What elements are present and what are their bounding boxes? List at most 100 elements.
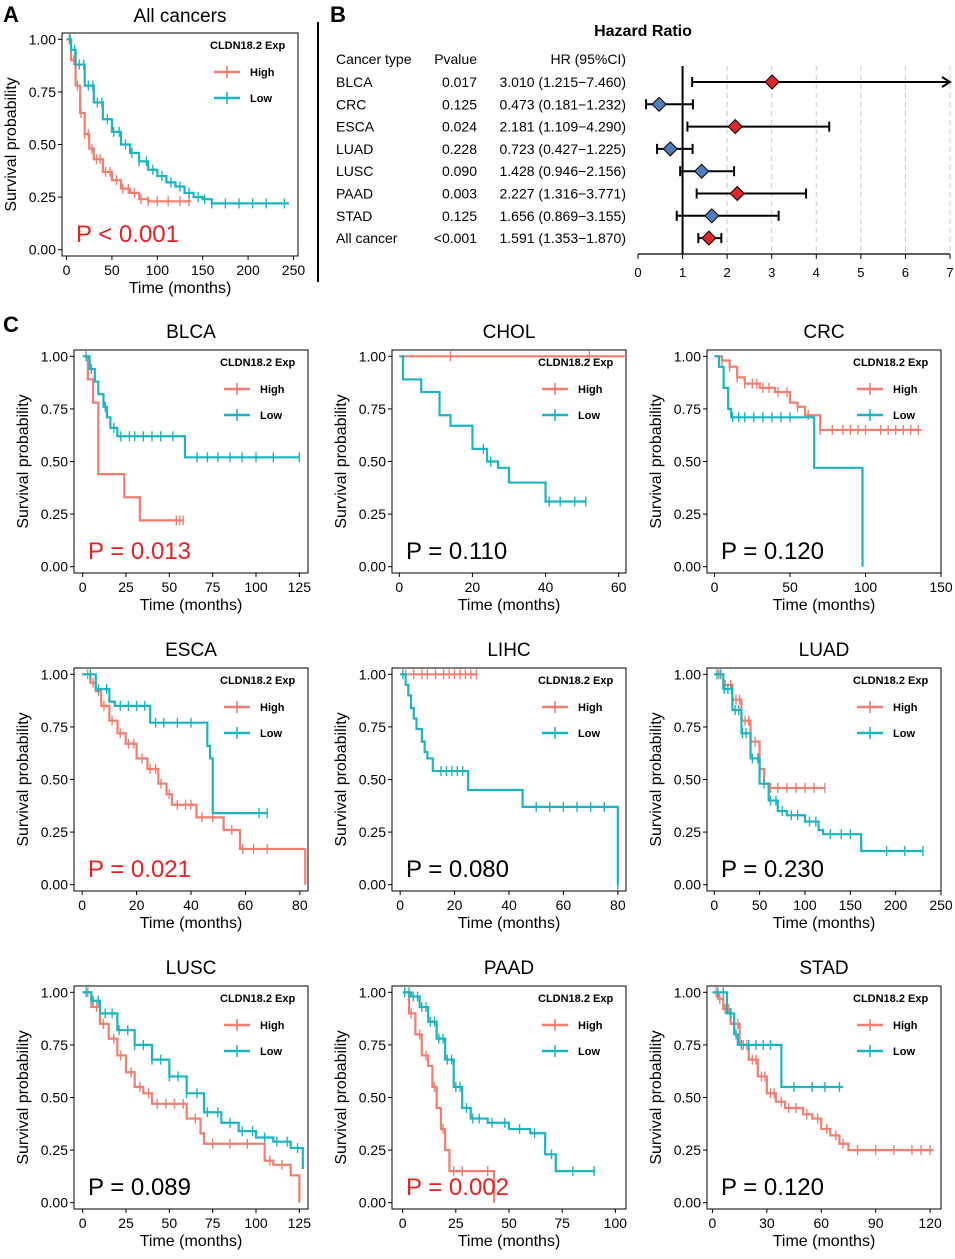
- km-curve-low: [712, 991, 844, 1089]
- row-hr-blca: 3.010 (1.215−7.460): [500, 74, 627, 90]
- x-tick-label: 50: [162, 579, 178, 595]
- km-curve-low: [714, 355, 864, 567]
- x-tick-label: 75: [554, 1215, 570, 1231]
- row-hr-crc: 0.473 (0.181−1.232): [500, 96, 627, 112]
- km-panel-luad: LUAD 0.00 0.25 0.50 0.75 1.00 0 50 100 150 200 250 T…: [648, 640, 953, 932]
- legend-title: CLDN18.2 Exp: [538, 357, 613, 369]
- row-cancer-type-paad: PAAD: [336, 186, 373, 202]
- km-panel-blca: BLCA 0.00 0.25 0.50 0.75 1.00 0 25 50 75 100 125 Tim…: [15, 322, 311, 614]
- row-hr-esca: 2.181 (1.109−4.290): [500, 119, 627, 135]
- x-tick-label: 0: [79, 579, 87, 595]
- legend-label-high: High: [260, 702, 285, 714]
- hr-diamond-crc: [651, 96, 667, 113]
- panel-label-a: A: [3, 2, 19, 27]
- chart-title-chol: CHOL: [483, 322, 536, 343]
- chart-title-crc: CRC: [803, 322, 844, 343]
- legend-label-high: High: [578, 1020, 603, 1032]
- y-tick-label: 0.00: [41, 559, 68, 575]
- x-tick-label: 60: [611, 579, 627, 595]
- header-pvalue: Pvalue: [434, 51, 477, 67]
- y-tick-label: 0.25: [674, 506, 701, 522]
- legend-title: CLDN18.2 Exp: [220, 357, 295, 369]
- legend-label-high: High: [260, 1020, 285, 1032]
- x-tick-label: 200: [884, 897, 908, 913]
- km-curve-high: [402, 991, 496, 1203]
- hr-diamond-blca: [764, 74, 780, 90]
- x-tick-label: 25: [118, 579, 134, 595]
- p-value-stad: P = 0.120: [721, 1174, 824, 1201]
- x-axis-label: Time (months): [773, 1233, 876, 1250]
- chart-title-lusc: LUSC: [166, 958, 217, 979]
- km-panel-lusc: LUSC 0.00 0.25 0.50 0.75 1.00 0 25 50 75 100 125 Tim…: [15, 958, 311, 1250]
- legend-label-high: High: [260, 384, 285, 396]
- row-pvalue-paad: 0.003: [442, 186, 477, 202]
- legend-label-high: High: [578, 384, 603, 396]
- x-tick-label: 150: [191, 262, 215, 278]
- legend-label-low: Low: [893, 410, 915, 422]
- y-tick-label: 0.00: [674, 877, 701, 893]
- km-curve-high: [82, 355, 184, 522]
- x-tick-label: 30: [759, 1215, 775, 1231]
- forest-x-tick-label: 3: [768, 265, 775, 280]
- legend-label-low: Low: [893, 728, 915, 740]
- row-cancer-type-luad: LUAD: [336, 141, 373, 157]
- y-tick-label: 0.50: [41, 1090, 68, 1106]
- x-axis-label: Time (months): [458, 915, 561, 932]
- km-panel-lihc: LIHC 0.00 0.25 0.50 0.75 1.00 0 20 40 60 80 Time (m…: [333, 640, 627, 932]
- km-panel-a: All cancers 0.00 0.25 0.50 0.75 1.00 0 50 100 150…: [3, 6, 305, 297]
- km-curve-low: [714, 673, 923, 853]
- legend-label-low: Low: [578, 728, 600, 740]
- km-curve-low: [399, 355, 586, 503]
- x-tick-label: 150: [929, 579, 953, 595]
- panel-label-b: B: [330, 2, 346, 27]
- y-tick-label: 0.00: [359, 877, 386, 893]
- x-tick-label: 40: [501, 897, 517, 913]
- y-tick-label: 0.75: [674, 401, 701, 417]
- p-value-luad: P = 0.230: [721, 856, 824, 883]
- hr-diamond-luad: [662, 141, 678, 157]
- x-tick-label: 125: [288, 579, 312, 595]
- forest-x-tick-label: 5: [857, 265, 864, 280]
- legend-label-high: High: [250, 67, 275, 79]
- km-curve-high: [82, 673, 307, 885]
- chart-title-lihc: LIHC: [487, 640, 530, 661]
- y-tick-label: 0.25: [359, 506, 386, 522]
- forest-title: Hazard Ratio: [594, 23, 692, 40]
- x-tick-label: 125: [288, 1215, 312, 1231]
- legend-label-high: High: [893, 702, 918, 714]
- chart-title-paad: PAAD: [484, 958, 534, 979]
- km-curve-low: [82, 355, 300, 459]
- p-value-crc: P = 0.120: [721, 538, 824, 565]
- km-panel-chol: CHOL 0.00 0.25 0.50 0.75 1.00 0 20 40 60 Time (mon…: [333, 322, 627, 614]
- x-tick-label: 100: [604, 1215, 628, 1231]
- y-tick-label: 0.75: [29, 84, 56, 100]
- p-value-a: P < 0.001: [76, 221, 179, 248]
- x-tick-label: 250: [929, 897, 953, 913]
- x-tick-label: 90: [868, 1215, 884, 1231]
- x-tick-label: 100: [793, 897, 817, 913]
- y-tick-label: 1.00: [359, 666, 386, 682]
- y-tick-label: 0.00: [674, 559, 701, 575]
- km-curve-low: [400, 673, 619, 885]
- y-tick-label: 0.25: [29, 189, 56, 205]
- legend-title: CLDN18.2 Exp: [853, 357, 928, 369]
- x-tick-label: 60: [813, 1215, 829, 1231]
- legend-title: CLDN18.2 Exp: [220, 993, 295, 1005]
- y-tick-label: 0.00: [359, 1195, 386, 1211]
- row-cancer-type-lusc: LUSC: [336, 163, 373, 179]
- km-panel-stad: STAD 0.00 0.25 0.50 0.75 1.00 0 30 60 90 120 Time (…: [648, 958, 942, 1250]
- p-value-paad: P = 0.002: [406, 1174, 509, 1201]
- row-hr-stad: 1.656 (0.869−3.155): [500, 208, 627, 224]
- km-curve-low: [66, 38, 289, 205]
- y-tick-label: 1.00: [674, 348, 701, 364]
- header-cancer-type: Cancer type: [336, 51, 412, 67]
- legend-label-high: High: [578, 702, 603, 714]
- chart-title-luad: LUAD: [799, 640, 850, 661]
- y-axis-label: Survival probability: [333, 712, 350, 846]
- row-hr-all-cancer: 1.591 (1.353−1.870): [500, 230, 627, 246]
- km-curve-low: [402, 991, 595, 1173]
- y-tick-label: 0.50: [29, 137, 56, 153]
- x-tick-label: 20: [465, 579, 481, 595]
- x-tick-label: 50: [104, 262, 120, 278]
